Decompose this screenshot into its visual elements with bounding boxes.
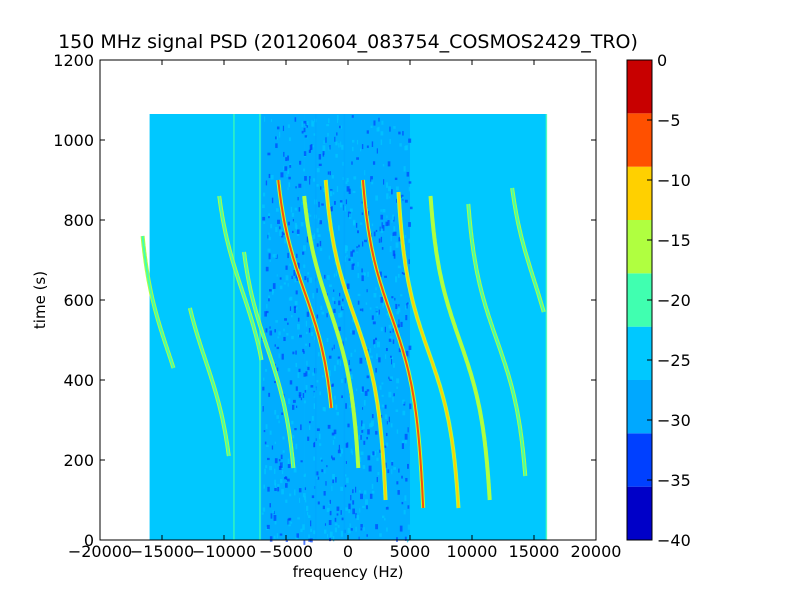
y-tick-label: 1200 <box>53 51 94 70</box>
y-axis: 0 200 400 600 800 1000 1200 <box>53 51 596 550</box>
x-tick-label: 15000 <box>509 542 560 561</box>
x-axis: −20000−15000−10000 −5000 0 5000 10000 15000 20… <box>68 60 622 561</box>
colorbar-tick-label: −40 <box>657 531 691 550</box>
x-tick-label: −10000 <box>192 542 256 561</box>
x-tick-label: 0 <box>343 542 353 561</box>
colorbar-tick-label: −5 <box>657 111 681 130</box>
trace-10 <box>467 203 527 477</box>
x-tick-label: 20000 <box>571 542 622 561</box>
y-tick-label: 1000 <box>53 131 94 150</box>
x-tick-label: 10000 <box>447 542 498 561</box>
trace-11 <box>511 187 545 313</box>
trace-5 <box>303 195 360 469</box>
y-tick-label: 200 <box>63 451 94 470</box>
trace-9 <box>429 195 491 501</box>
trace-4 <box>277 179 333 409</box>
trace-1 <box>188 307 230 457</box>
x-tick-label: 5000 <box>390 542 431 561</box>
colorbar-tick-label: −15 <box>657 231 691 250</box>
colorbar-segment-5 <box>627 220 652 274</box>
colorbar-segment-1 <box>627 433 652 487</box>
colorbar-segment-7 <box>627 113 652 167</box>
colorbar-tick-label: −25 <box>657 351 691 370</box>
trace-8 <box>397 191 460 509</box>
colorbar-segment-2 <box>627 380 652 434</box>
trace-7 <box>361 179 425 509</box>
colorbar: −40 −35 −30 −25 −20 −15 −10 −5 0 <box>626 51 691 550</box>
heatmap-layer <box>140 114 548 545</box>
x-axis-label: frequency (Hz) <box>293 563 404 581</box>
colorbar-tick-label: 0 <box>657 51 667 70</box>
colorbar-tick-label: −30 <box>657 411 691 430</box>
y-tick-label: 600 <box>63 291 94 310</box>
x-tick-label: −20000 <box>68 542 132 561</box>
trace-3 <box>243 251 295 469</box>
colorbar-tick-label: −20 <box>657 291 691 310</box>
trace-0 <box>141 235 175 369</box>
colorbar-tick-label: −10 <box>657 171 691 190</box>
x-tick-label: −5000 <box>259 542 313 561</box>
chart-title: 150 MHz signal PSD (20120604_083754_COSM… <box>58 31 638 53</box>
y-tick-label: 800 <box>63 211 94 230</box>
colorbar-segment-6 <box>627 166 652 220</box>
x-tick-label: −15000 <box>130 542 194 561</box>
colorbar-segment-3 <box>627 326 652 380</box>
colorbar-segment-8 <box>627 60 652 114</box>
colorbar-segment-0 <box>627 486 652 540</box>
y-tick-label: 0 <box>84 531 94 550</box>
trace-2 <box>218 195 263 361</box>
low-power-band-1 <box>304 114 348 540</box>
heatmap-texture <box>261 115 413 545</box>
y-tick-label: 400 <box>63 371 94 390</box>
trace-6 <box>324 179 387 501</box>
colorbar-tick-label: −35 <box>657 471 691 490</box>
y-axis-label: time (s) <box>31 271 49 329</box>
